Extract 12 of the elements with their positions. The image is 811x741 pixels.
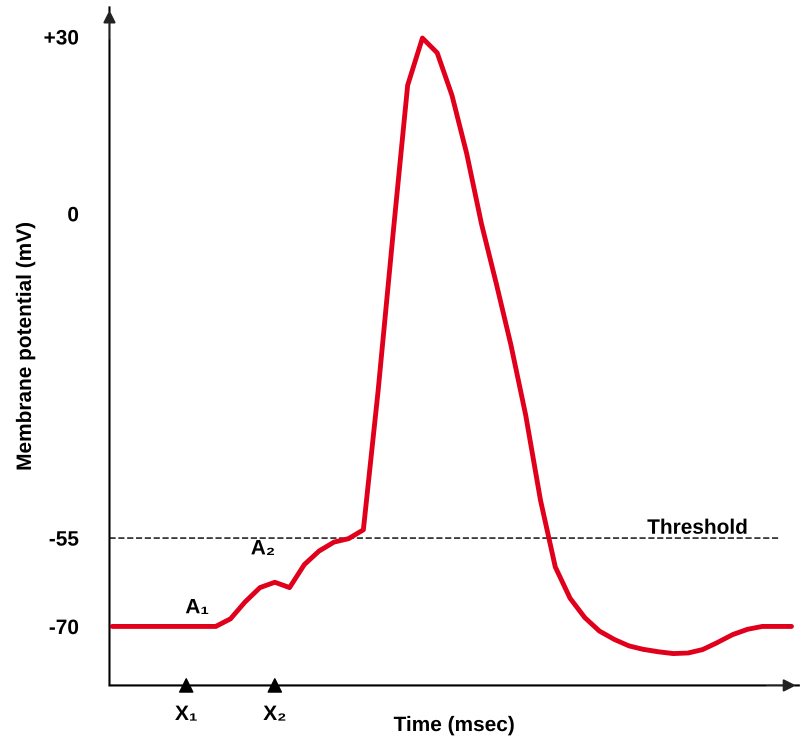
ref-line-label: Threshold [647,518,747,534]
x-tick-label: X₁ [175,706,197,721]
line-series [110,36,794,656]
annotation: A₂ [251,540,274,555]
y-tick-label: -70 [50,619,78,634]
x-tick-label: X₂ [263,706,286,721]
y-tick-label: 0 [68,206,78,222]
y-tick-label: +30 [44,30,78,45]
y-axis-title: Membrane potential (mV) [16,223,36,470]
annotation: A₁ [186,598,208,614]
x-axis-title: Time (msec) [394,716,514,736]
y-tick-label: -55 [50,531,78,546]
